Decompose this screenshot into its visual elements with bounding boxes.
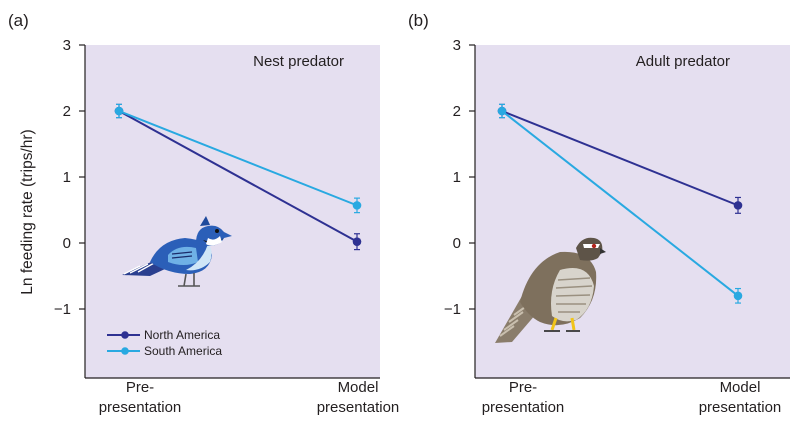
panel-a-ytick-label: 0 bbox=[63, 235, 71, 252]
panel-a-ytick-label: 1 bbox=[63, 169, 71, 186]
panel-a-ytick-label: 3 bbox=[63, 37, 71, 54]
panel-b-label: (b) bbox=[408, 11, 429, 30]
panel-a-ytick-label: 2 bbox=[63, 103, 71, 120]
legend-item-south-america: South America bbox=[107, 344, 222, 358]
panel-a: (a) Nest predator Ln feeding rate (trips… bbox=[8, 11, 399, 416]
panel-b: (b) Adult predator 3 2 1 0 −1 Pre- presentat… bbox=[408, 11, 790, 416]
panel-b-series bbox=[497, 103, 743, 304]
panel-a-y-ticks: 3 2 1 0 −1 bbox=[54, 37, 85, 318]
panel-b-xtick-pre-line2: presentation bbox=[482, 399, 565, 416]
panel-a-point-north-america bbox=[352, 237, 362, 246]
panel-b-y-ticks: 3 2 1 0 −1 bbox=[444, 37, 475, 318]
panel-b-ytick-label: 0 bbox=[453, 235, 461, 252]
blue-jay-icon bbox=[122, 216, 232, 287]
panel-b-point-south-america bbox=[733, 291, 743, 301]
panel-a-xtick-model-line1: Model bbox=[338, 379, 379, 396]
panel-b-ytick-label: 1 bbox=[453, 169, 461, 186]
panel-a-point-south-america bbox=[352, 201, 362, 210]
panel-b-title: Adult predator bbox=[636, 53, 730, 70]
legend-label-north-america: North America bbox=[144, 328, 220, 342]
panel-a-xtick-pre-line2: presentation bbox=[99, 399, 182, 416]
panel-b-xtick-model-line1: Model bbox=[720, 379, 761, 396]
panel-a-line-south-america bbox=[118, 110, 358, 207]
panel-b-xtick-pre-line1: Pre- bbox=[509, 379, 537, 396]
panel-a-ytick-label: −1 bbox=[54, 301, 71, 318]
panel-a-xtick-pre-line1: Pre- bbox=[126, 379, 154, 396]
panel-b-ytick-label: 3 bbox=[453, 37, 461, 54]
legend-item-north-america: North America bbox=[107, 328, 220, 342]
hawk-icon bbox=[495, 237, 606, 343]
panel-b-ytick-label: −1 bbox=[444, 301, 461, 318]
panel-a-label: (a) bbox=[8, 11, 29, 30]
panel-a-plot-area bbox=[85, 45, 380, 378]
panel-a-line-north-america bbox=[118, 110, 358, 243]
panel-a-point-south-america bbox=[114, 106, 124, 116]
legend-label-south-america: South America bbox=[144, 344, 222, 358]
panel-b-point-south-america bbox=[497, 106, 507, 116]
legend-marker-north-america bbox=[121, 331, 129, 339]
y-axis-label: Ln feeding rate (trips/hr) bbox=[19, 129, 36, 294]
panel-b-ytick-label: 2 bbox=[453, 103, 461, 120]
panel-b-xtick-model-line2: presentation bbox=[699, 399, 782, 416]
panel-b-line-south-america bbox=[501, 110, 739, 297]
legend: North America South America bbox=[107, 328, 222, 358]
panel-a-title: Nest predator bbox=[253, 53, 344, 70]
legend-marker-south-america bbox=[121, 347, 129, 355]
panel-a-xtick-model-line2: presentation bbox=[317, 399, 400, 416]
panel-b-line-north-america bbox=[501, 110, 739, 207]
panel-a-series bbox=[114, 103, 362, 251]
panel-b-point-north-america bbox=[733, 201, 743, 210]
